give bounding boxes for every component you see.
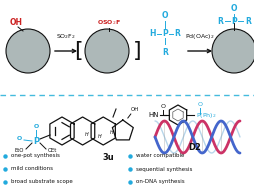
Circle shape xyxy=(6,29,50,73)
Text: OSO$_2$F: OSO$_2$F xyxy=(97,18,121,27)
Text: sequential synthesis: sequential synthesis xyxy=(136,167,192,171)
Text: 3u: 3u xyxy=(102,153,114,161)
Text: H: H xyxy=(150,29,156,39)
Text: OH: OH xyxy=(9,18,23,27)
Text: O: O xyxy=(198,102,202,107)
Text: R: R xyxy=(217,16,223,26)
Text: mild conditions: mild conditions xyxy=(11,167,53,171)
Text: on-DNA synthesis: on-DNA synthesis xyxy=(136,180,185,184)
Text: [: [ xyxy=(74,41,82,61)
Text: R: R xyxy=(245,16,251,26)
Text: P: P xyxy=(231,16,237,26)
Text: H: H xyxy=(85,132,88,136)
Text: O: O xyxy=(17,136,22,142)
Text: O: O xyxy=(162,11,168,20)
Text: broad substrate scope: broad substrate scope xyxy=(11,180,73,184)
Text: H: H xyxy=(109,129,113,135)
Text: ]: ] xyxy=(133,41,141,61)
Text: P(Ph)$_2$: P(Ph)$_2$ xyxy=(196,111,217,119)
Text: water compatible: water compatible xyxy=(136,153,184,159)
Text: H: H xyxy=(98,133,101,139)
Text: one-pot synthesis: one-pot synthesis xyxy=(11,153,60,159)
Text: EtO: EtO xyxy=(15,149,24,153)
Text: P: P xyxy=(162,29,168,39)
Text: HN: HN xyxy=(149,112,159,118)
Text: O: O xyxy=(33,124,39,129)
Text: Pd(OAc)$_2$: Pd(OAc)$_2$ xyxy=(185,32,215,41)
Text: R: R xyxy=(174,29,180,39)
Text: O: O xyxy=(161,104,166,109)
Text: OEt: OEt xyxy=(48,149,57,153)
Text: R: R xyxy=(162,48,168,57)
Circle shape xyxy=(212,29,254,73)
Text: OH: OH xyxy=(131,107,139,112)
Text: D2: D2 xyxy=(188,143,201,152)
Text: P: P xyxy=(33,136,39,146)
Text: O: O xyxy=(231,4,237,13)
Text: SO$_2$F$_2$: SO$_2$F$_2$ xyxy=(56,32,76,41)
Circle shape xyxy=(85,29,129,73)
